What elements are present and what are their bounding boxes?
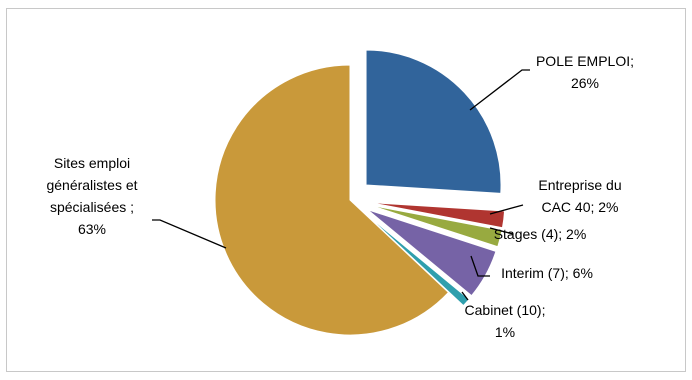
slice-label-line: Interim (7); 6% <box>501 265 593 281</box>
pie-slice-6 <box>214 64 450 336</box>
leader-line-3 <box>489 227 514 235</box>
leader-line-4 <box>470 255 490 277</box>
slice-label-line: généralistes et <box>46 177 137 193</box>
leader-line-1 <box>469 69 530 111</box>
pie-slice-3 <box>369 204 503 248</box>
leader-line-5 <box>461 291 469 301</box>
pie-slice-1 <box>365 49 502 194</box>
slice-label-3: Stages (4); 2% <box>494 226 587 242</box>
slice-label-2: Entreprise du CAC 40; 2% <box>538 177 621 215</box>
slice-label-line: Entreprise du <box>538 177 621 193</box>
pie-slice-2 <box>369 202 506 229</box>
slice-label-line: Stages (4); 2% <box>494 226 587 242</box>
slice-label-line: POLE EMPLOI; <box>536 53 634 69</box>
slice-label-line: 63% <box>78 221 106 237</box>
slice-label-1: POLE EMPLOI; 26% <box>536 53 634 91</box>
slice-label-5: Cabinet (10); 1% <box>465 302 546 340</box>
slice-label-line: spécialisées ; <box>50 199 134 215</box>
pie-slice-4 <box>367 209 497 297</box>
slice-label-4: Interim (7); 6% <box>501 265 593 281</box>
slice-label-line: CAC 40; 2% <box>541 199 618 215</box>
slice-label-6: Sites emploi généralistes et spécialisées … <box>46 155 137 237</box>
slice-label-line: Cabinet (10); <box>465 302 546 318</box>
slice-label-line: 1% <box>495 324 515 340</box>
pie-slice-5 <box>364 212 470 307</box>
leader-line-6 <box>152 219 227 249</box>
slice-label-line: 26% <box>571 75 599 91</box>
slice-label-line: Sites emploi <box>54 155 130 171</box>
leader-line-2 <box>489 204 524 215</box>
